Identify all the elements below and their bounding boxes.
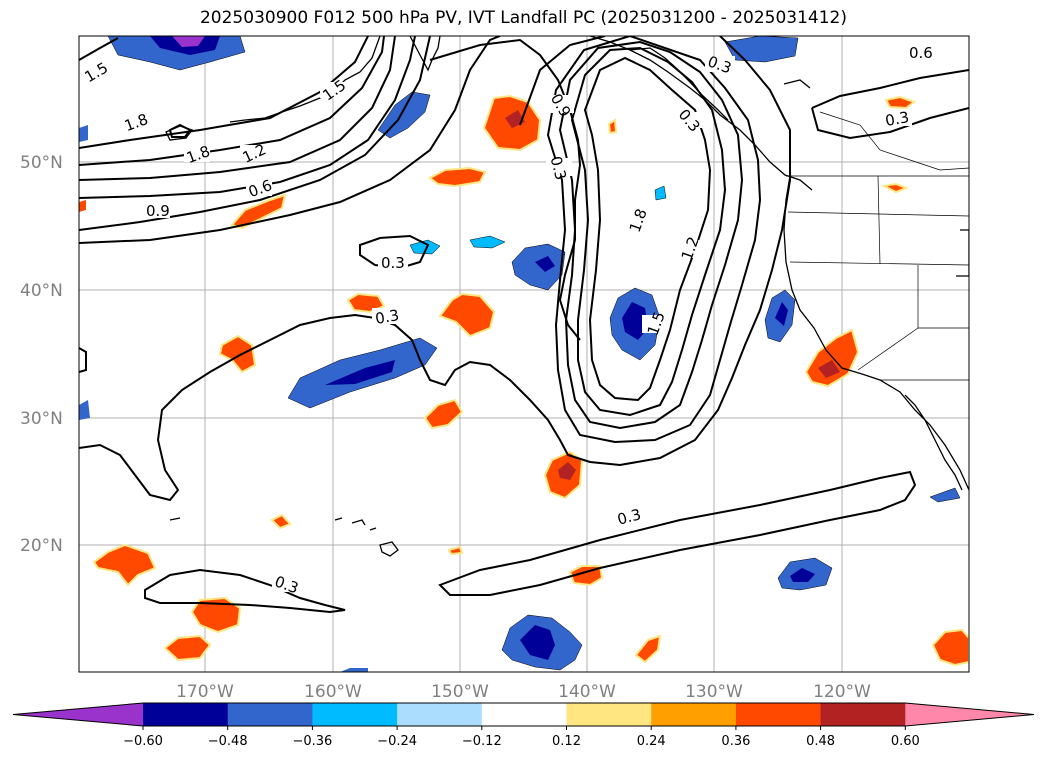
colorbar-tick-label: −0.60 xyxy=(123,734,163,749)
contour-1-2 xyxy=(79,36,396,181)
colorbar-segment xyxy=(735,703,822,726)
contour-small-loop xyxy=(168,123,192,138)
alaska-coast xyxy=(409,36,441,72)
pv-positive-blobs xyxy=(79,94,969,667)
colorbar-tick-label: 0.12 xyxy=(552,734,581,749)
ca-or-border xyxy=(789,261,969,266)
contour-0-6 xyxy=(79,36,431,231)
colorbar-extend-high xyxy=(905,703,1034,726)
colorbar-segment xyxy=(651,703,737,726)
hawaii-kauai xyxy=(169,517,181,521)
colorbar-segment xyxy=(397,703,483,726)
west-coast xyxy=(783,175,969,491)
contour-label: 0.3 xyxy=(884,108,911,130)
contour-1-5-trough xyxy=(570,46,727,417)
colorbar-tick-label: 0.48 xyxy=(806,734,835,749)
colorbar-segment xyxy=(481,703,567,726)
colorbar-extend-low xyxy=(13,703,143,726)
map-area xyxy=(79,36,969,672)
lon-label-150w: 150°W xyxy=(431,682,489,702)
ivt-contours xyxy=(79,36,969,614)
colorbar-tick-label: 0.36 xyxy=(721,734,750,749)
hawaii-islands xyxy=(334,517,399,557)
lat-label-20n: 20°N xyxy=(20,536,63,556)
lon-label-130w: 130°W xyxy=(685,682,743,702)
contour-0-3-ne xyxy=(811,107,969,140)
colorbar-tick-label: −0.24 xyxy=(377,734,417,749)
lat-label-50n: 50°N xyxy=(20,153,63,173)
colorbar-tick-label: 0.60 xyxy=(891,734,920,749)
latitude-labels: 50°N 40°N 30°N 20°N xyxy=(20,153,63,556)
colorbar-tick-label: −0.48 xyxy=(208,734,248,749)
colorbar-segment xyxy=(227,703,313,726)
longitude-labels: 170°W 160°W 150°W 140°W 130°W 120°W xyxy=(176,682,871,702)
id-border xyxy=(877,175,881,265)
contour-1-5-north xyxy=(79,36,369,149)
contour-0-3-south xyxy=(438,470,917,596)
political-borders xyxy=(786,111,969,381)
baja-coast xyxy=(904,394,963,491)
contour-0-3-north xyxy=(79,36,501,244)
contour-0-9-east xyxy=(429,38,582,341)
pv-negative-blobs xyxy=(79,36,961,672)
contour-1-2-trough xyxy=(558,40,744,430)
colorbar-segment xyxy=(312,703,398,726)
state-box xyxy=(956,229,969,277)
colorbar-segment xyxy=(566,703,652,726)
contour-0-3-small xyxy=(359,234,430,270)
colorbar-tick-label: −0.36 xyxy=(292,734,332,749)
contour-1-8 xyxy=(79,36,385,166)
contour-label: 0.3 xyxy=(615,505,643,529)
map-frame xyxy=(78,35,970,673)
map-title: 2025030900 F012 500 hPa PV, IVT Landfall… xyxy=(199,8,847,28)
contour-labels: 1.5 1.5 1.8 1.8 1.2 0.6 0.9 0.3 0.3 0.9 … xyxy=(81,44,936,597)
contour-0-3-main xyxy=(79,36,791,502)
lon-label-140w: 140°W xyxy=(558,682,616,702)
contour-0-9 xyxy=(79,36,416,199)
contour-1-8-trough xyxy=(583,56,712,402)
province-border xyxy=(819,111,969,171)
lon-label-120w: 120°W xyxy=(813,682,871,702)
contour-edge-w xyxy=(79,347,87,373)
canada-lake xyxy=(783,79,811,89)
lon-label-160w: 160°W xyxy=(304,682,362,702)
contour-1-5-nw xyxy=(79,37,119,61)
lon-label-170w: 170°W xyxy=(176,682,234,702)
contour-0-3-sw xyxy=(144,568,346,614)
lat-label-30n: 30°N xyxy=(20,409,63,429)
canada-coast xyxy=(589,36,813,191)
colorbar-tick-label: 0.24 xyxy=(637,734,666,749)
colorbar-tick-label: −0.12 xyxy=(462,734,502,749)
contour-0-9-trough xyxy=(546,36,762,444)
colorbar-segment xyxy=(143,703,229,726)
contour-label: 0.6 xyxy=(909,44,933,62)
colorbar-segment xyxy=(820,703,906,726)
contour-label: 0.3 xyxy=(374,306,401,328)
contour-0-6-ne xyxy=(811,69,969,109)
contour-label: 0.3 xyxy=(381,254,405,272)
ca-nv-border xyxy=(857,327,919,371)
or-wa-border xyxy=(787,211,969,217)
contour-label: 0.9 xyxy=(146,202,170,220)
colorbar: −0.60 −0.48 −0.36 −0.24 −0.12 0.12 0.24 0.36 0.4… xyxy=(12,702,1035,749)
contour-label: 0.3 xyxy=(546,154,570,182)
lat-label-40n: 40°N xyxy=(20,281,63,301)
